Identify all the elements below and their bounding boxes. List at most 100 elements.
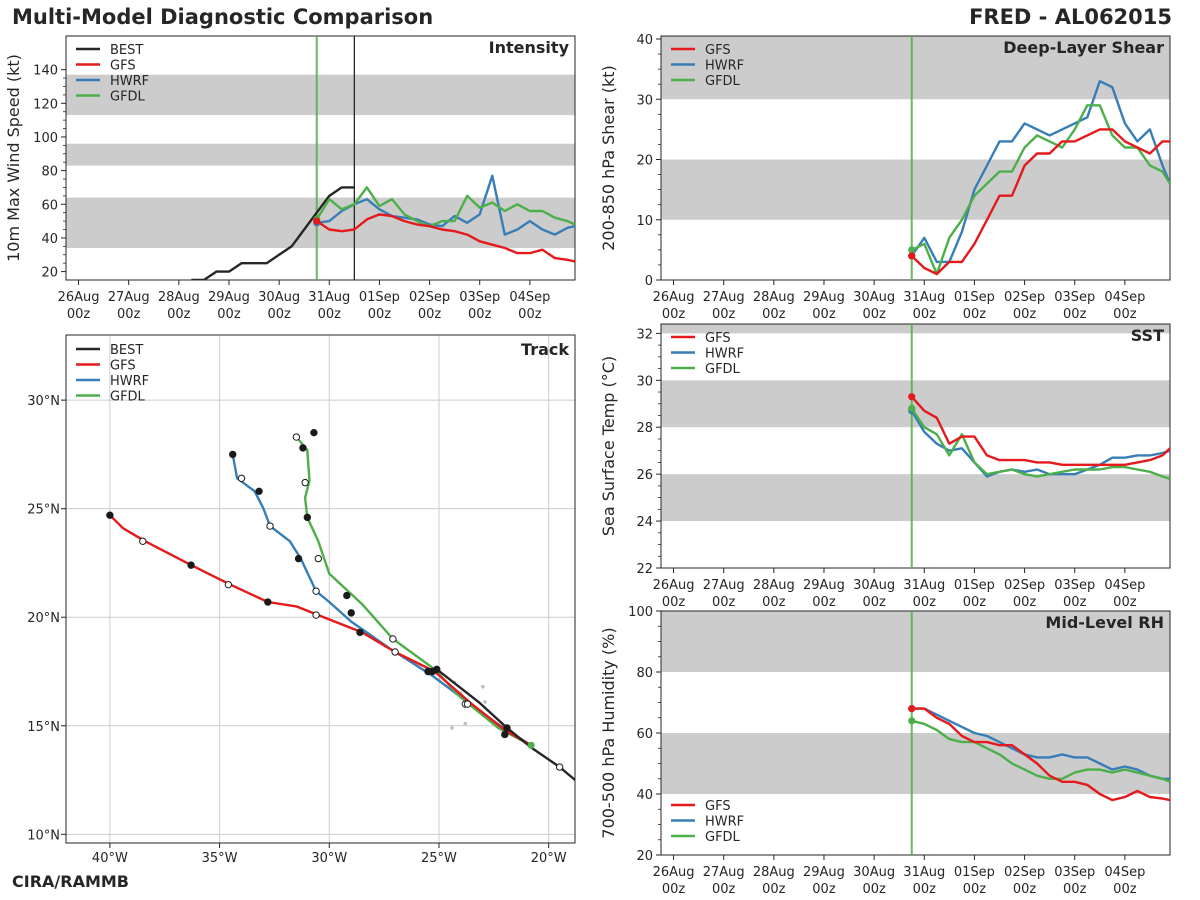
rh-xtick-hour: 00z (862, 882, 886, 897)
sst-ytick-label: 32 (636, 327, 653, 342)
rh-panel: 20 40 60 80 100 26Aug 00z 27Aug 00z 28Aug 00z 29Aug… (599, 605, 1171, 897)
intensity-xtick-hour: 00z (67, 307, 91, 322)
sst-legend-label-gfdl: GFDL (705, 362, 741, 377)
shear-panel: 0 10 20 30 40 26Aug 00z 27Aug 00z 28Aug 00z 29Aug 00… (599, 33, 1171, 322)
intensity-xtick-date: 28Aug (158, 290, 200, 305)
track-marker-hwrf (255, 487, 263, 496)
shear-xtick-hour: 00z (963, 307, 987, 322)
sst-series-gfdl (910, 407, 1170, 480)
track-marker-best (424, 667, 432, 676)
track-marker-gfs (501, 730, 509, 739)
sst-frame (660, 323, 1171, 569)
rh-ytick-label: 20 (636, 849, 653, 864)
track-marker-hwrf (229, 450, 237, 459)
shear-legend-label-hwrf: HWRF (705, 59, 744, 74)
intensity-ytick-label: 40 (41, 232, 58, 247)
sst-legend-label-hwrf: HWRF (705, 347, 744, 362)
sst-init-point-gfdl (908, 404, 916, 413)
intensity-xtick-hour: 00z (368, 307, 392, 322)
intensity-xtick-date: 03Sep (459, 290, 500, 305)
sst-xtick-date: 28Aug (753, 578, 795, 593)
intensity-ytick-label: 60 (41, 198, 58, 213)
rh-series-hwrf (911, 707, 1170, 780)
intensity-series-gfdl (315, 186, 575, 228)
sst-series-hwrf (910, 410, 1170, 478)
sst-xtick-hour: 00z (662, 595, 686, 610)
track-marker-gfs (187, 561, 195, 569)
shear-xtick-date: 03Sep (1054, 290, 1095, 305)
intensity-legend-label-gfs: GFS (110, 59, 136, 74)
island-shape (483, 700, 487, 704)
shear-init-point-gfdl (908, 246, 916, 254)
sst-xtick-date: 27Aug (703, 578, 745, 593)
intensity-xtick-hour: 00z (267, 307, 291, 322)
track-marker-gfdl (301, 478, 309, 487)
track-marker-gfdl (389, 635, 397, 643)
shear-xtick-date: 31Aug (903, 290, 945, 305)
track-marker-gfdl (299, 444, 307, 452)
intensity-ytick-label: 140 (33, 64, 58, 79)
shear-xtick-hour: 00z (712, 307, 736, 322)
sst-xtick-date: 30Aug (853, 578, 895, 593)
intensity-series-best (191, 186, 355, 280)
shear-xtick-date: 27Aug (703, 290, 745, 305)
shear-ytick-label: 40 (636, 33, 653, 48)
shear-band-1 (661, 36, 1170, 100)
rh-init-point-gfdl (908, 717, 916, 725)
rh-xtick-hour: 00z (662, 882, 686, 897)
track-series-gfs (109, 514, 532, 747)
intensity-legend-label-best: BEST (110, 43, 143, 58)
intensity-ylabel: 10m Max Wind Speed (kt) (4, 54, 23, 262)
rh-xtick-hour: 00z (1013, 882, 1037, 897)
shear-xtick-hour: 00z (1113, 307, 1137, 322)
intensity-xtick-date: 26Aug (58, 290, 100, 305)
intensity-ytick-label: 80 (41, 165, 58, 180)
intensity-title: Intensity (489, 38, 570, 57)
sst-xtick-date: 01Sep (954, 578, 995, 593)
track-legend-label-best: BEST (110, 343, 143, 358)
track-ytick-label: 30°N (27, 394, 60, 409)
track-ytick-label: 10°N (27, 828, 60, 843)
sst-init-point-gfs (908, 393, 916, 401)
shear-legend-label-gfs: GFS (705, 43, 731, 58)
shear-title: Deep-Layer Shear (1003, 38, 1164, 57)
shear-series-hwrf (910, 79, 1170, 264)
track-series-gfdl (295, 436, 532, 747)
rh-xtick-date: 03Sep (1054, 865, 1095, 880)
shear-xtick-date: 26Aug (653, 290, 695, 305)
shear-xtick-hour: 00z (913, 307, 937, 322)
island-shape (450, 726, 454, 730)
sst-xtick-hour: 00z (1063, 595, 1087, 610)
rh-init-point-gfs (908, 705, 916, 713)
track-xtick-label: 30°W (311, 851, 347, 866)
shear-xtick-hour: 00z (862, 307, 886, 322)
sst-ytick-label: 22 (636, 562, 653, 577)
intensity-legend-label-hwrf: HWRF (110, 74, 149, 89)
rh-xtick-date: 04Sep (1104, 865, 1145, 880)
rh-band-0 (661, 733, 1170, 794)
shear-band-0 (661, 159, 1170, 220)
sst-band-1 (661, 380, 1170, 428)
intensity-xtick-hour: 00z (217, 307, 241, 322)
sst-band-0 (661, 474, 1170, 522)
track-marker-gfdl (310, 428, 318, 437)
track-marker-gfs (224, 580, 233, 589)
track-title: Track (521, 340, 569, 359)
shear-xtick-hour: 00z (662, 307, 686, 322)
intensity-xtick-date: 02Sep (409, 290, 450, 305)
track-xtick-label: 20°W (531, 851, 567, 866)
credit-label: CIRA/RAMMB (12, 872, 129, 891)
sst-ylabel: Sea Surface Temp (°C) (599, 356, 618, 536)
shear-frame (660, 35, 1171, 281)
intensity-ytick-label: 20 (41, 266, 58, 281)
intensity-legend-label-gfdl: GFDL (110, 90, 146, 105)
intensity-band-1 (66, 143, 575, 166)
shear-init-point-gfs (908, 252, 916, 260)
track-legend-label-gfs: GFS (110, 359, 136, 374)
sst-ytick-label: 28 (636, 421, 653, 436)
sst-xtick-hour: 00z (963, 595, 987, 610)
rh-xtick-hour: 00z (1063, 882, 1087, 897)
rh-xtick-hour: 00z (762, 882, 786, 897)
rh-xtick-hour: 00z (963, 882, 987, 897)
track-marker-gfs (139, 537, 147, 545)
